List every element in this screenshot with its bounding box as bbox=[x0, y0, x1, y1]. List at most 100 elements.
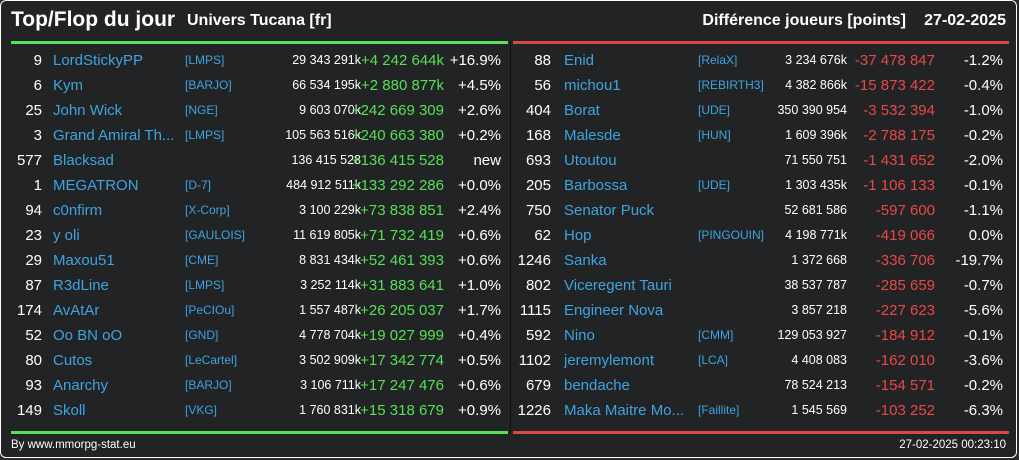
player-score: 11 619 805k bbox=[293, 228, 361, 242]
score-difference: -184 912 bbox=[875, 327, 935, 344]
player-name-link[interactable]: LordStickyPP bbox=[53, 52, 144, 69]
player-name-link[interactable]: Viceregent Tauri bbox=[564, 277, 672, 294]
player-name-link[interactable]: Utoutou bbox=[564, 152, 617, 169]
guild-tag-link[interactable]: [UDE] bbox=[698, 103, 731, 117]
player-name-link[interactable]: Senator Puck bbox=[564, 202, 655, 219]
player-name-link[interactable]: R3dLine bbox=[53, 277, 109, 294]
player-name-link[interactable]: bendache bbox=[564, 377, 630, 394]
guild-tag-link[interactable]: [D-7] bbox=[185, 178, 212, 192]
player-rank: 93 bbox=[25, 377, 42, 394]
guild-tag-link[interactable]: [LeCartel] bbox=[185, 353, 238, 367]
percent-change: +1.0% bbox=[458, 277, 501, 294]
guild-tag-link[interactable]: [Faillite] bbox=[698, 403, 740, 417]
top-accent-bar bbox=[11, 41, 508, 44]
player-name-link[interactable]: MEGATRON bbox=[53, 177, 139, 194]
player-score: 29 343 291k bbox=[292, 53, 361, 67]
player-name-link[interactable]: y oli bbox=[53, 227, 80, 244]
guild-tag-link[interactable]: [LCA] bbox=[698, 353, 729, 367]
guild-tag-link[interactable]: [UDE] bbox=[698, 178, 731, 192]
score-difference: -1 431 652 bbox=[863, 152, 935, 169]
score-difference: +2 880 877k bbox=[361, 77, 444, 94]
player-name-link[interactable]: Maka Maitre Mo... bbox=[564, 402, 684, 419]
player-name-link[interactable]: Maxou51 bbox=[53, 252, 115, 269]
guild-tag-link[interactable]: [RelaX] bbox=[698, 53, 738, 67]
score-difference: +242 669 309 bbox=[351, 102, 444, 119]
player-rank: 174 bbox=[16, 302, 42, 319]
player-name-link[interactable]: Kym bbox=[53, 77, 83, 94]
percent-change: +4.5% bbox=[458, 77, 501, 94]
percent-change: -5.6% bbox=[963, 302, 1003, 319]
guild-tag-link[interactable]: [BARJO] bbox=[185, 78, 232, 92]
guild-tag-link[interactable]: [LMPS] bbox=[185, 278, 225, 292]
page-title: Top/Flop du jour bbox=[11, 8, 176, 31]
player-score: 8 831 434k bbox=[299, 253, 361, 267]
player-name-link[interactable]: Borat bbox=[564, 102, 600, 119]
player-score: 3 502 909k bbox=[299, 353, 361, 367]
guild-tag-link[interactable]: [VKG] bbox=[185, 403, 218, 417]
player-rank: 94 bbox=[25, 202, 42, 219]
player-name-link[interactable]: Nino bbox=[564, 327, 595, 344]
source-credit: By www.mmorpg-stat.eu bbox=[11, 439, 136, 451]
player-name-link[interactable]: Skoll bbox=[53, 402, 86, 419]
guild-tag-link[interactable]: [NGE] bbox=[185, 103, 218, 117]
percent-change: +16.9% bbox=[449, 52, 501, 69]
player-name-link[interactable]: Enid bbox=[564, 52, 595, 69]
top-player-row: 87 R3dLine [LMPS] 3 252 114k +31 883 641 +1.0… bbox=[11, 273, 508, 298]
flop-player-row: 88 Enid [RelaX] 3 234 676k -37 478 847 -1.2% bbox=[513, 48, 1010, 73]
guild-tag-link[interactable]: [LMPS] bbox=[185, 128, 225, 142]
player-score: 3 100 229k bbox=[299, 203, 361, 217]
guild-tag-link[interactable]: [GAULOIS] bbox=[185, 228, 246, 242]
player-name-link[interactable]: AvAtAr bbox=[53, 302, 100, 319]
player-rank: 25 bbox=[25, 102, 42, 119]
guild-tag-link[interactable]: [GND] bbox=[185, 328, 219, 342]
score-difference: +71 732 419 bbox=[360, 227, 444, 244]
percent-change: -3.6% bbox=[963, 352, 1003, 369]
guild-tag-link[interactable]: [CMM] bbox=[698, 328, 734, 342]
player-name-link[interactable]: Hop bbox=[564, 227, 592, 244]
guild-tag-link[interactable]: [CME] bbox=[185, 253, 219, 267]
player-name-link[interactable]: Anarchy bbox=[53, 377, 109, 394]
score-difference: +136 415 528 bbox=[351, 152, 444, 169]
flop-player-row: 750 Senator Puck 52 681 586 -597 600 -1.1% bbox=[513, 198, 1010, 223]
player-name-link[interactable]: Cutos bbox=[53, 352, 93, 369]
score-difference: +17 342 774 bbox=[360, 352, 444, 369]
player-name-link[interactable]: John Wick bbox=[53, 102, 123, 119]
guild-tag-link[interactable]: [REBIRTH3] bbox=[698, 78, 764, 92]
player-name-link[interactable]: Blacksad bbox=[53, 152, 114, 169]
guild-tag-link[interactable]: [HUN] bbox=[698, 128, 731, 142]
guild-tag-link[interactable]: [PINGOUIN] bbox=[698, 228, 765, 242]
player-rank: 1102 bbox=[518, 352, 551, 369]
guild-tag-link[interactable]: [BARJO] bbox=[185, 378, 232, 392]
guild-tag-link[interactable]: [X-Corp] bbox=[185, 203, 230, 217]
player-rank: 592 bbox=[525, 327, 551, 344]
percent-change: +0.0% bbox=[458, 177, 501, 194]
player-name-link[interactable]: Engineer Nova bbox=[564, 302, 664, 319]
header: Top/Flop du jour Univers Tucana [fr] Dif… bbox=[1, 1, 1016, 41]
score-difference: -285 659 bbox=[875, 277, 935, 294]
generated-timestamp: 27-02-2025 00:23:10 bbox=[899, 439, 1006, 451]
player-name-link[interactable]: michou1 bbox=[564, 77, 621, 94]
top-player-row: 80 Cutos [LeCartel] 3 502 909k +17 342 774 +0… bbox=[11, 348, 508, 373]
player-rank: 23 bbox=[25, 227, 42, 244]
guild-tag-link[interactable]: [LMPS] bbox=[185, 53, 225, 67]
player-name-link[interactable]: Barbossa bbox=[564, 177, 628, 194]
player-name-link[interactable]: c0nfirm bbox=[53, 202, 103, 219]
percent-change: -0.7% bbox=[963, 277, 1003, 294]
player-name-link[interactable]: jeremylemont bbox=[564, 352, 655, 369]
percent-change: +0.6% bbox=[458, 252, 501, 269]
date-label: 27-02-2025 bbox=[924, 12, 1006, 29]
player-rank: 1 bbox=[33, 177, 42, 194]
flop-player-row: 205 Barbossa [UDE] 1 303 435k -1 106 133 -0.1… bbox=[513, 173, 1010, 198]
guild-tag-link[interactable]: [PeCIOu] bbox=[185, 303, 235, 317]
flop-player-row: 693 Utoutou 71 550 751 -1 431 652 -2.0% bbox=[513, 148, 1010, 173]
metric-label: Différence joueurs [points] bbox=[702, 12, 906, 29]
score-difference: -336 706 bbox=[875, 252, 935, 269]
player-name-link[interactable]: Grand Amiral Th... bbox=[53, 127, 175, 144]
score-difference: -103 252 bbox=[875, 402, 935, 419]
top-player-row: 577 Blacksad 136 415 528 +136 415 528 new bbox=[11, 148, 508, 173]
player-name-link[interactable]: Malesde bbox=[564, 127, 621, 144]
player-name-link[interactable]: Oo BN oO bbox=[53, 327, 123, 344]
score-difference: -154 571 bbox=[875, 377, 935, 394]
player-name-link[interactable]: Sanka bbox=[564, 252, 607, 269]
player-rank: 404 bbox=[525, 102, 551, 119]
